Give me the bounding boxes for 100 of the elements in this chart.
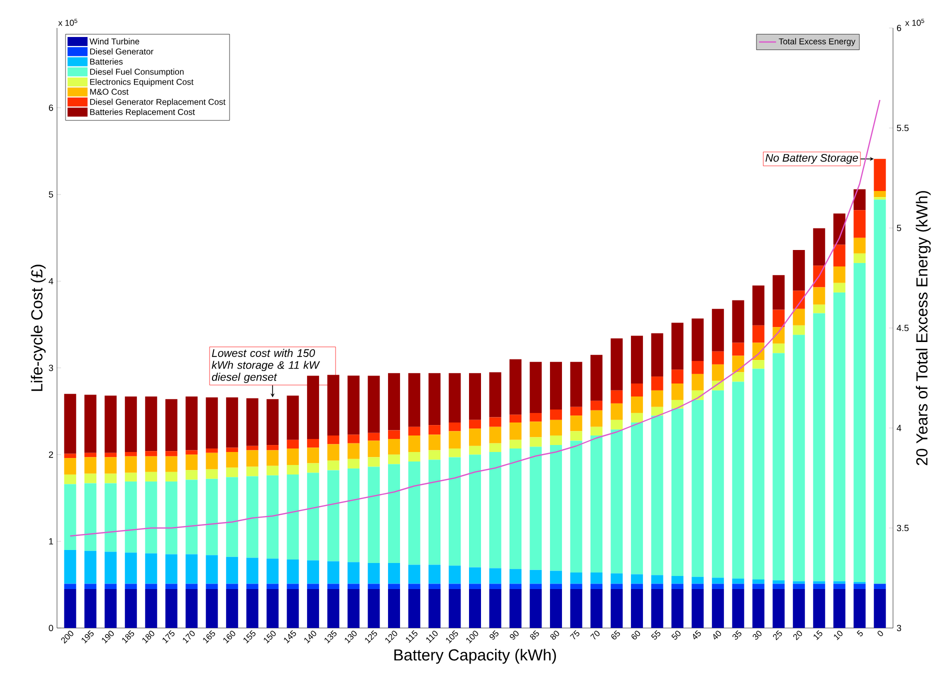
bar bbox=[772, 327, 785, 344]
legend-label: M&O Cost bbox=[90, 88, 129, 95]
bar bbox=[307, 584, 320, 589]
bar bbox=[368, 376, 380, 433]
bar bbox=[530, 422, 542, 438]
x-tick-label: 160 bbox=[223, 630, 236, 644]
bar bbox=[874, 588, 886, 628]
bar bbox=[489, 443, 502, 452]
bar bbox=[104, 588, 117, 628]
bar bbox=[833, 244, 846, 266]
bar bbox=[509, 359, 522, 415]
bar bbox=[84, 550, 96, 584]
bar bbox=[64, 454, 76, 458]
x-tick-label: 150 bbox=[264, 630, 276, 644]
bar bbox=[671, 383, 684, 400]
bar bbox=[792, 584, 805, 589]
bar bbox=[286, 588, 299, 628]
bar bbox=[752, 588, 764, 628]
bar bbox=[833, 584, 846, 589]
x-axis-title: Battery Capacity (kWh) bbox=[394, 648, 556, 664]
legend-label: Diesel Generator Replacement Cost bbox=[90, 98, 226, 107]
bar bbox=[833, 214, 846, 245]
bar bbox=[530, 446, 542, 570]
bar bbox=[388, 562, 400, 584]
bar bbox=[84, 452, 96, 458]
legend-label: Batteries Replacement Cost bbox=[90, 108, 195, 117]
bar bbox=[327, 584, 340, 589]
bar bbox=[509, 422, 522, 440]
x-tick-label: 195 bbox=[82, 630, 94, 644]
x-tick-label: 60 bbox=[632, 630, 640, 640]
bar bbox=[792, 250, 805, 291]
bar bbox=[145, 396, 158, 452]
y2-tick-label: 3 bbox=[896, 624, 902, 632]
legend-label: Electronics Equipment Cost bbox=[90, 78, 194, 87]
bar bbox=[530, 588, 542, 628]
x-tick-label: 105 bbox=[446, 630, 458, 644]
bar bbox=[732, 382, 744, 579]
bar bbox=[550, 570, 562, 584]
bar bbox=[246, 584, 258, 589]
bar bbox=[226, 477, 238, 557]
bar bbox=[266, 584, 279, 589]
bar bbox=[165, 584, 178, 589]
bar bbox=[752, 579, 764, 584]
x-tick-label: 85 bbox=[530, 630, 539, 640]
bar bbox=[428, 373, 441, 426]
bar bbox=[448, 457, 461, 566]
x-tick-label: 5 bbox=[856, 630, 863, 636]
bar bbox=[84, 588, 96, 628]
bar bbox=[530, 437, 542, 447]
x-tick-label: 185 bbox=[122, 630, 134, 644]
bar bbox=[671, 584, 684, 589]
bar bbox=[813, 313, 826, 582]
bar bbox=[124, 456, 137, 473]
y2-tick-label: 4 bbox=[896, 424, 902, 432]
bar bbox=[874, 197, 886, 200]
bar bbox=[348, 458, 360, 468]
bar bbox=[570, 588, 582, 628]
bar bbox=[854, 253, 866, 263]
bar bbox=[64, 474, 76, 484]
bar bbox=[388, 438, 400, 455]
bar bbox=[509, 448, 522, 570]
bar bbox=[752, 368, 764, 580]
bar bbox=[84, 483, 96, 551]
bar bbox=[145, 481, 158, 554]
bar bbox=[428, 588, 441, 628]
x-tick-label: 155 bbox=[244, 630, 256, 644]
bar bbox=[408, 452, 420, 462]
bar bbox=[671, 408, 684, 576]
bar bbox=[833, 266, 846, 283]
bar bbox=[104, 483, 117, 552]
bar bbox=[813, 584, 826, 589]
bar bbox=[590, 588, 602, 628]
x-tick-label: 10 bbox=[834, 630, 842, 640]
bar bbox=[630, 422, 643, 574]
bar bbox=[732, 356, 744, 372]
bar bbox=[368, 466, 380, 563]
bar bbox=[712, 390, 724, 578]
bar bbox=[854, 588, 866, 628]
y-tick-label: 6 bbox=[48, 104, 54, 111]
bar bbox=[327, 561, 340, 584]
bar bbox=[489, 584, 502, 589]
bar bbox=[266, 588, 279, 628]
bar bbox=[165, 472, 178, 482]
bar bbox=[206, 448, 218, 453]
bar bbox=[570, 572, 582, 584]
bar bbox=[327, 460, 340, 470]
bar bbox=[124, 584, 137, 589]
bar bbox=[530, 362, 542, 413]
bar bbox=[368, 588, 380, 628]
bar bbox=[388, 584, 400, 589]
x-tick-label: 0 bbox=[878, 630, 883, 636]
bar bbox=[813, 228, 826, 266]
bar bbox=[84, 584, 96, 589]
bar bbox=[428, 564, 441, 584]
x-tick-label: 50 bbox=[671, 630, 681, 640]
x-tick-label: 110 bbox=[426, 630, 438, 643]
bar bbox=[186, 396, 198, 450]
bar bbox=[509, 584, 522, 589]
bar bbox=[712, 364, 724, 381]
bar bbox=[104, 452, 117, 458]
